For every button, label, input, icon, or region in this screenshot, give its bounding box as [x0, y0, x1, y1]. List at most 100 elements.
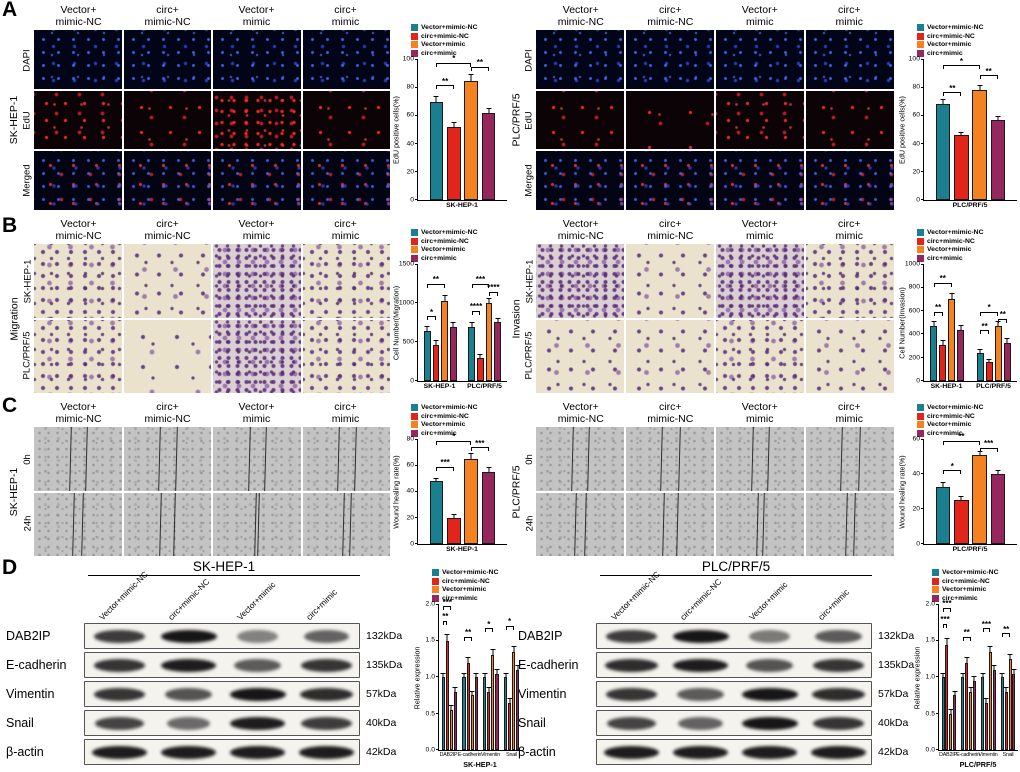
- rotated-outer-label: SK-HEP-1: [8, 30, 21, 210]
- significance-stars: *: [452, 432, 456, 442]
- error-bar: [960, 325, 962, 330]
- legend-item: Vector+mimic-NC: [917, 24, 1017, 31]
- y-axis: 0 20 40 60: [906, 435, 923, 547]
- bar: [512, 651, 516, 750]
- bar: [990, 119, 1005, 200]
- error-bar-cap: [507, 698, 513, 700]
- bar: [477, 357, 484, 381]
- error-bar-cap: [486, 687, 492, 689]
- column-headers: Vector+ mimic-NC circ+ mimic-NC Vector+ mi…: [34, 0, 390, 30]
- legend-item: circ+mimic: [917, 429, 1017, 437]
- error-bar-cap: [452, 687, 458, 689]
- y-axis-label-text: Relative expression: [412, 646, 421, 710]
- significance-stars: *: [959, 56, 963, 66]
- error-bar: [985, 699, 987, 703]
- wound-micrograph: [34, 492, 122, 556]
- legend-swatch: [411, 229, 418, 236]
- lane-label: circ+mimic: [303, 587, 339, 622]
- panel-label-b: B: [2, 214, 18, 237]
- legend-item: Vector+mimic: [432, 586, 522, 593]
- legend-item: circ+mimic: [432, 594, 522, 602]
- error-bar: [989, 646, 991, 652]
- wound-micrograph: [536, 492, 624, 556]
- blot-strip: [84, 652, 360, 678]
- significance-bracket: **: [943, 433, 980, 445]
- column-header: circ+ mimic: [835, 4, 863, 28]
- error-bar-cap: [940, 672, 946, 674]
- rotated-outer-label: PLC/PRF/5: [510, 427, 523, 556]
- error-bar: [488, 688, 490, 692]
- row-label-text: EdU: [22, 110, 34, 130]
- legend-label: Vector+mimic: [927, 41, 972, 48]
- x-tick-label: Snail: [506, 752, 517, 758]
- legend-label: circ+mimic: [927, 49, 963, 57]
- x-tick-labels: DAB2IP E-cadherin Vimentin Snail: [438, 751, 522, 760]
- bar: [1008, 659, 1012, 750]
- significance-stars: **: [939, 274, 946, 284]
- significance-stars: **: [442, 76, 449, 86]
- bar-chart: Vector+mimic-NC circ+mimic-NC Vector+mimic…: [912, 569, 1018, 769]
- y-tick-label: 2.0: [425, 600, 435, 608]
- y-tick-mark: [436, 712, 439, 714]
- blot-strip: [596, 710, 872, 736]
- protein-label: E-cadherin: [6, 658, 67, 672]
- bar: [936, 104, 951, 200]
- y-tick-mark: [436, 639, 439, 641]
- protein-band: [606, 717, 657, 730]
- error-bar-cap: [944, 638, 950, 640]
- error-bar: [951, 293, 953, 300]
- error-bar: [454, 688, 456, 692]
- significance-bracket: **: [943, 84, 962, 97]
- column-header: circ+ mimic: [331, 218, 360, 242]
- bar: [491, 655, 495, 750]
- legend-item: Vector+mimic: [411, 41, 507, 48]
- column-header: Vector+ mimic-NC: [55, 218, 102, 242]
- legend-label: circ+mimic-NC: [927, 237, 975, 245]
- error-bar-cap: [461, 672, 467, 674]
- bar: [481, 472, 496, 544]
- column-header: Vector+ mimic: [238, 4, 275, 28]
- significance-stars: ***: [442, 597, 452, 607]
- error-bar: [497, 318, 499, 322]
- cell-line-label: SK-HEP-1: [8, 467, 21, 516]
- chart-body: Cell Number(Invasion) 0 200 400 600 800 1000 **…: [897, 260, 1017, 384]
- error-bar: [444, 296, 446, 302]
- x-axis-label: SK-HEP-1: [463, 760, 497, 769]
- protein-band: [812, 659, 865, 672]
- blot-strip: [596, 739, 872, 765]
- wound-micrograph: [806, 492, 894, 556]
- wound-edge-line: [348, 492, 353, 556]
- error-bar-cap: [465, 657, 471, 659]
- error-bar: [979, 86, 981, 91]
- protein-band: [673, 659, 728, 672]
- bar: [965, 662, 969, 750]
- y-tick-mark: [936, 749, 939, 750]
- fluorescence-micrograph: [213, 30, 301, 89]
- column-header: circ+ mimic-NC: [144, 218, 191, 242]
- row-label: Merged: [21, 150, 34, 210]
- x-tick-label: SK-HEP-1: [446, 202, 478, 209]
- protein-band: [605, 659, 658, 672]
- error-bar: [471, 691, 473, 696]
- significance-stars: **: [432, 275, 440, 285]
- bar: [954, 135, 969, 200]
- wound-edge-line: [257, 492, 261, 556]
- legend-label: Vector+mimic: [442, 586, 487, 593]
- bar: [503, 677, 508, 750]
- y-tick-label: 60: [406, 111, 414, 119]
- legend-label: Vector+mimic: [421, 246, 466, 253]
- y-axis-label-text: EdU positive cells(%): [897, 96, 906, 165]
- legend-swatch: [432, 569, 439, 576]
- bar: [474, 677, 478, 750]
- error-bar-cap: [444, 634, 450, 636]
- y-axis: 0 20 40 60 80 100: [906, 55, 923, 203]
- significance-stars: ***: [475, 438, 485, 448]
- column-header: Vector+ mimic: [741, 4, 778, 28]
- y-tick-mark: [415, 86, 418, 88]
- legend-swatch: [411, 254, 418, 262]
- significance-stars: **: [963, 628, 970, 638]
- x-tick-label: PLC/PRF/5: [467, 383, 502, 390]
- error-bar: [997, 117, 999, 120]
- y-tick-mark: [921, 310, 924, 312]
- error-bar: [509, 699, 511, 703]
